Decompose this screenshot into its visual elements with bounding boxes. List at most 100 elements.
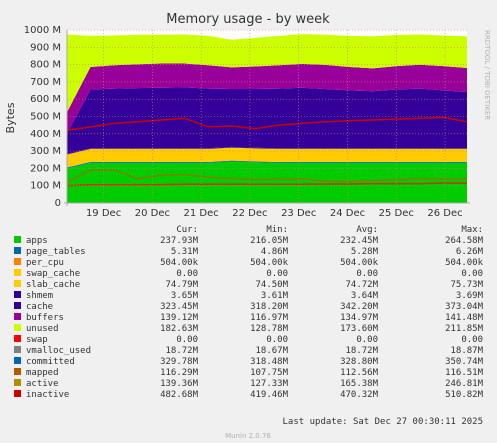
legend-swatch: [14, 313, 21, 320]
y-tick-label: 1000 M: [24, 25, 61, 36]
legend-value-max: 141.48M: [445, 313, 484, 323]
legend-value-min: 504.00k: [250, 258, 289, 268]
x-tick-label: 24 Dec: [330, 208, 365, 219]
chart-title: Memory usage - by week: [166, 12, 330, 27]
legend-value-min: 0.00: [266, 269, 288, 279]
legend-value-avg: 112.56M: [340, 368, 379, 378]
legend-value-min: 107.75M: [250, 368, 289, 378]
plot-frame: [64, 30, 470, 206]
legend-value-avg: 470.32M: [340, 390, 379, 400]
legend-swatch: [14, 379, 21, 386]
legend-value-max: 264.58M: [445, 236, 484, 246]
legend-name: inactive: [26, 390, 69, 400]
legend-swatch: [14, 269, 21, 276]
legend-value-min: 318.20M: [250, 302, 289, 312]
legend-value-cur: 504.00k: [160, 258, 199, 268]
area-slab_cache: [67, 147, 467, 168]
y-tick-label: 0: [55, 198, 61, 209]
legend-name: cache: [26, 302, 53, 312]
legend-swatch: [14, 258, 21, 265]
legend-name: committed: [26, 357, 75, 367]
area-buttons: [67, 63, 467, 134]
area-apps: [67, 161, 467, 203]
last-update: Last update: Sat Dec 27 00:30:11 2025: [283, 417, 483, 427]
stacked-areas: [67, 34, 467, 203]
legend-name: apps: [26, 236, 48, 246]
area-shmem: [67, 146, 467, 155]
legend-value-avg: 18.72M: [345, 346, 378, 356]
legend-value-min: 216.05M: [250, 236, 289, 246]
legend-value-avg: 3.64M: [351, 291, 379, 301]
legend-value-avg: 504.00k: [340, 258, 379, 268]
legend-value-cur: 3.65M: [171, 291, 199, 301]
legend-value-cur: 5.31M: [171, 247, 199, 257]
legend-value-max: 6.26M: [456, 247, 484, 257]
x-tick-label: 21 Dec: [184, 208, 219, 219]
legend-value-cur: 482.68M: [160, 390, 199, 400]
y-tick-label: 800 M: [30, 60, 61, 71]
legend-value-cur: 329.78M: [160, 357, 199, 367]
legend-value-min: 0.00: [266, 335, 288, 345]
legend-value-max: 0.00: [461, 335, 483, 345]
legend-value-max: 510.82M: [445, 390, 484, 400]
legend-header: Avg:: [356, 225, 378, 235]
legend-value-avg: 74.72M: [345, 280, 378, 290]
legend-swatch: [14, 291, 21, 298]
legend-value-avg: 134.97M: [340, 313, 379, 323]
x-tick-label: 19 Dec: [86, 208, 121, 219]
footer: Munin 2.0.76: [225, 432, 271, 440]
line-committed: [66, 116, 468, 132]
legend-value-avg: 0.00: [356, 335, 378, 345]
y-tick-label: 100 M: [30, 181, 61, 192]
y-tick-label: 600 M: [30, 94, 61, 105]
legend-header: Max:: [461, 225, 483, 235]
legend-value-avg: 232.45M: [340, 236, 379, 246]
legend-value-max: 116.51M: [445, 368, 484, 378]
legend-value-min: 419.46M: [250, 390, 289, 400]
legend-swatch: [14, 346, 21, 353]
x-tick-label: 25 Dec: [379, 208, 414, 219]
legend-name: slab_cache: [26, 280, 80, 290]
legend-swatch: [14, 236, 21, 243]
legend-value-min: 74.50M: [255, 280, 288, 290]
x-tick-label: 26 Dec: [427, 208, 462, 219]
x-tick-label: 22 Dec: [232, 208, 267, 219]
legend-value-max: 350.74M: [445, 357, 484, 367]
legend-swatch: [14, 357, 21, 364]
legend-value-min: 4.86M: [261, 247, 289, 257]
side-label: RRDTOOL / TOBI OETIKER: [483, 30, 491, 120]
legend-name: mapped: [26, 368, 59, 378]
legend-value-min: 116.97M: [250, 313, 289, 323]
legend-value-max: 504.00k: [445, 258, 484, 268]
legend-swatch: [14, 335, 21, 342]
y-tick-label: 700 M: [30, 77, 61, 88]
legend-value-min: 127.33M: [250, 379, 289, 389]
y-tick-label: 200 M: [30, 163, 61, 174]
legend-value-avg: 328.80M: [340, 357, 379, 367]
x-tick-label: 20 Dec: [135, 208, 170, 219]
y-axis-label: Bytes: [4, 102, 17, 133]
legend-name: vmalloc_used: [26, 346, 91, 356]
y-tick-label: 400 M: [30, 129, 61, 140]
area-cache: [67, 87, 467, 154]
legend-name: per_cpu: [26, 258, 64, 268]
line-inactive: [66, 182, 467, 187]
x-ticks: 19 Dec 20 Dec 21 Dec 22 Dec 23 Dec 24 Dec 25 D…: [86, 208, 463, 219]
grid: [67, 29, 467, 203]
legend-value-avg: 165.38M: [340, 379, 379, 389]
x-tick-label: 23 Dec: [281, 208, 316, 219]
y-ticks: 0 100 M 200 M 300 M 400 M 500 M 600 M 700 M 800 …: [24, 25, 61, 209]
legend-name: shmem: [26, 291, 53, 301]
legend-name: swap: [26, 335, 48, 345]
legend-swatch: [14, 302, 21, 309]
legend-swatch: [14, 368, 21, 375]
legend-value-max: 3.69M: [456, 291, 484, 301]
legend-swatch: [14, 324, 21, 331]
legend-value-cur: 237.93M: [160, 236, 199, 246]
legend-value-cur: 323.45M: [160, 302, 199, 312]
legend-value-avg: 342.20M: [340, 302, 379, 312]
legend-swatch: [14, 247, 21, 254]
line-active: [66, 169, 467, 183]
legend-header: Cur:: [176, 225, 198, 235]
